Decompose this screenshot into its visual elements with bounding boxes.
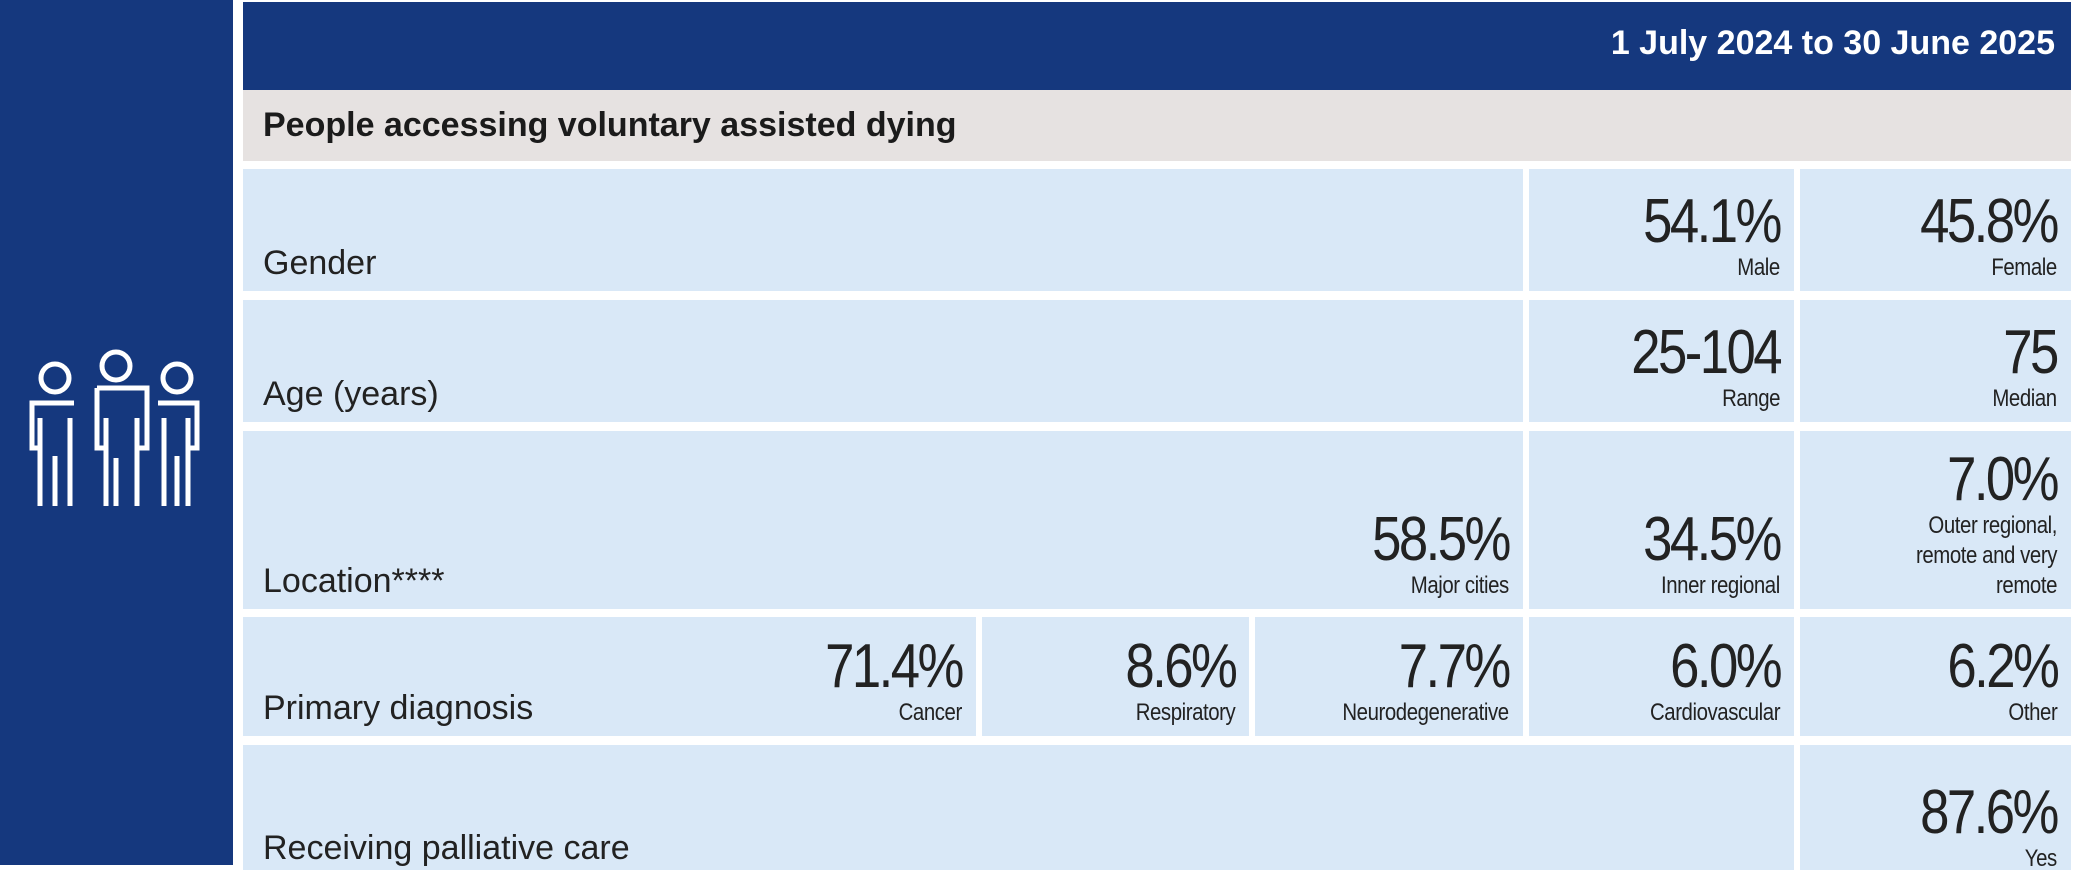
value: 87.6% [1920,778,2059,847]
value: 7.7% [1399,632,1511,701]
value: 34.5% [1643,505,1782,574]
people-group-icon [29,349,200,506]
value: 7.0% [1947,445,2059,514]
row-label: Location**** [263,562,445,600]
value-label: Yes [2024,845,2057,872]
value-label: Major cities [1410,572,1509,599]
value-cell: 8.6% Respiratory [982,617,1249,736]
age-label-cell: Age (years) [243,300,1523,422]
value-cell: 6.0% Cardiovascular [1529,617,1794,736]
palliative-label-cell: Receiving palliative care [243,745,1794,870]
value-label: Outer regional, remote and very remote [1915,512,2057,599]
value: 75 [2003,318,2059,387]
value-label: Male [1737,254,1780,281]
period-header: 1 July 2024 to 30 June 2025 [243,2,2071,90]
row-label: Primary diagnosis [263,689,534,727]
gender-label-cell: Gender [243,169,1523,291]
value-cell: 25-104 Range [1529,300,1794,422]
value-label: Neurodegenerative [1342,699,1510,726]
section-title-bar: People accessing voluntary assisted dyin… [243,90,2071,161]
value-cell: 75 Median [1800,300,2071,422]
value-label: Inner regional [1661,572,1780,599]
value-cell: 34.5% Inner regional [1529,431,1794,609]
row-label: Gender [263,244,377,282]
value-label: Cancer [898,699,963,726]
value-cell: 6.2% Other [1800,617,2071,736]
period: 1 July 2024 to 30 June 2025 [1610,24,2055,62]
value: 25-104 [1631,318,1782,387]
value-cell: 87.6% Yes [1800,745,2071,872]
value-label: Other [2008,699,2057,726]
value-cell: 7.7% Neurodegenerative [1255,617,1523,736]
value: 45.8% [1920,187,2059,256]
value-cell: 7.0% Outer regional, remote and very remo… [1800,431,2071,609]
value-cell: 54.1% Male [1529,169,1794,291]
location-label-cell: Location**** 58.5% Major cities [243,431,1523,609]
section-title: People accessing voluntary assisted dyin… [263,106,957,144]
sidebar [0,0,233,865]
diagnosis-label-cell: Primary diagnosis 71.4% Cancer [243,617,976,736]
value-label: Female [1991,254,2058,281]
value: 6.2% [1947,632,2059,701]
value-label: Respiratory [1135,699,1235,726]
value: 54.1% [1643,187,1782,256]
value: 71.4% [825,632,964,701]
row-label: Receiving palliative care [263,829,630,867]
value: 6.0% [1670,632,1782,701]
row-label: Age (years) [263,375,439,413]
value: 8.6% [1125,632,1237,701]
value-cell: 45.8% Female [1800,169,2071,291]
value: 58.5% [1372,505,1511,574]
value-label: Cardiovascular [1649,699,1781,726]
value-label: Median [1992,385,2058,412]
value-label: Range [1722,385,1780,412]
